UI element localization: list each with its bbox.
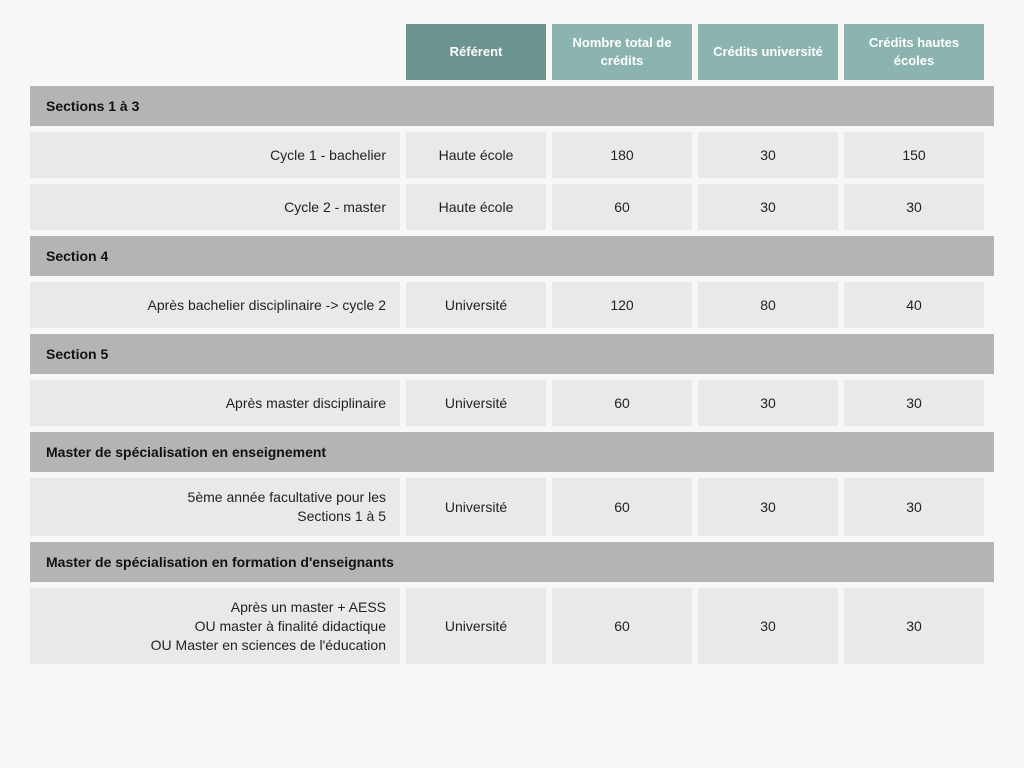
row-cell: 60 — [552, 380, 692, 426]
row-cell: Haute école — [406, 184, 546, 230]
table-row: Après master disciplinaireUniversité6030… — [30, 380, 994, 426]
section-header: Master de spécialisation en enseignement — [30, 432, 994, 472]
table-row: 5ème année facultative pour lesSections … — [30, 478, 994, 536]
row-cell: 30 — [844, 380, 984, 426]
row-label: Après un master + AESSOU master à finali… — [30, 588, 400, 665]
row-cell: 30 — [698, 132, 838, 178]
row-label: Cycle 2 - master — [30, 184, 400, 230]
row-cell: 180 — [552, 132, 692, 178]
section-title: Master de spécialisation en enseignement — [30, 432, 994, 472]
header-univ-credits: Crédits université — [698, 24, 838, 80]
section-header: Master de spécialisation en formation d'… — [30, 542, 994, 582]
row-label: Après master disciplinaire — [30, 380, 400, 426]
row-cell: 150 — [844, 132, 984, 178]
table-header-row: Référent Nombre total de crédits Crédits… — [30, 24, 994, 80]
section-title: Section 5 — [30, 334, 994, 374]
row-label: Cycle 1 - bachelier — [30, 132, 400, 178]
table-row: Cycle 2 - masterHaute école603030 — [30, 184, 994, 230]
row-cell: 30 — [844, 184, 984, 230]
row-cell: 120 — [552, 282, 692, 328]
row-cell: Université — [406, 380, 546, 426]
row-cell: 30 — [698, 380, 838, 426]
section-title: Master de spécialisation en formation d'… — [30, 542, 994, 582]
header-referent: Référent — [406, 24, 546, 80]
row-cell: 30 — [844, 478, 984, 536]
table-row: Après un master + AESSOU master à finali… — [30, 588, 994, 665]
credits-table: Référent Nombre total de crédits Crédits… — [30, 24, 994, 664]
header-total-credits: Nombre total de crédits — [552, 24, 692, 80]
row-cell: Université — [406, 588, 546, 665]
row-cell: 60 — [552, 478, 692, 536]
row-cell: 30 — [698, 588, 838, 665]
row-cell: 30 — [844, 588, 984, 665]
row-cell: 40 — [844, 282, 984, 328]
table-row: Cycle 1 - bachelierHaute école18030150 — [30, 132, 994, 178]
section-header: Section 5 — [30, 334, 994, 374]
row-cell: 30 — [698, 478, 838, 536]
row-label: 5ème année facultative pour lesSections … — [30, 478, 400, 536]
row-label: Après bachelier disciplinaire -> cycle 2 — [30, 282, 400, 328]
section-title: Sections 1 à 3 — [30, 86, 994, 126]
section-title: Section 4 — [30, 236, 994, 276]
row-cell: 60 — [552, 588, 692, 665]
row-cell: 60 — [552, 184, 692, 230]
row-cell: Université — [406, 478, 546, 536]
row-cell: Haute école — [406, 132, 546, 178]
row-cell: 30 — [698, 184, 838, 230]
section-header: Section 4 — [30, 236, 994, 276]
section-header: Sections 1 à 3 — [30, 86, 994, 126]
header-spacer — [30, 24, 400, 80]
row-cell: Université — [406, 282, 546, 328]
row-cell: 80 — [698, 282, 838, 328]
table-row: Après bachelier disciplinaire -> cycle 2… — [30, 282, 994, 328]
header-he-credits: Crédits hautes écoles — [844, 24, 984, 80]
